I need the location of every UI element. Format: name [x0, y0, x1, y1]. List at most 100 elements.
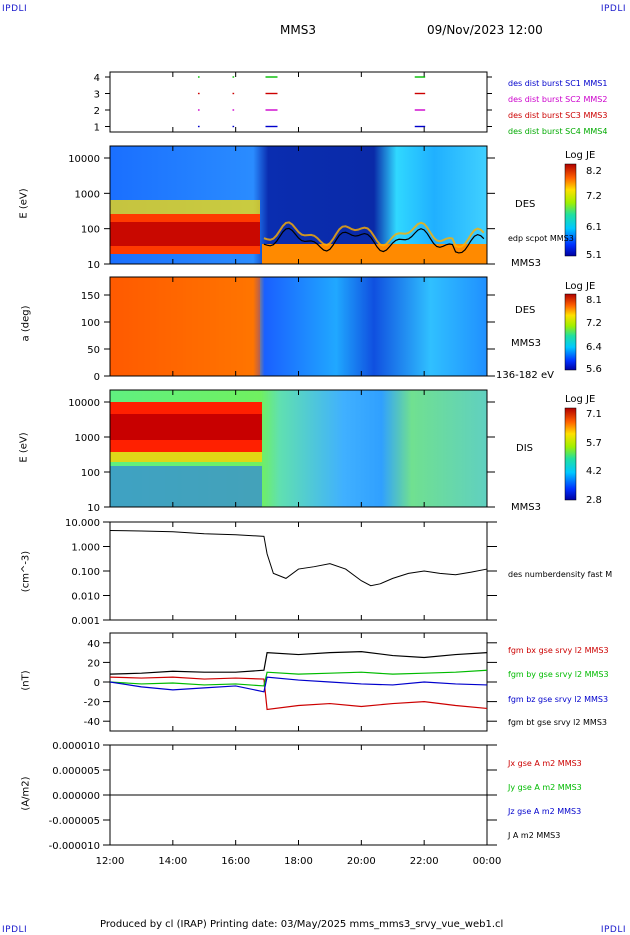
- burst-ytick-label: 3: [94, 90, 100, 101]
- dis-energy-instrument-label: DIS: [516, 443, 533, 454]
- des-pitch-instrument-label: DES: [515, 305, 536, 316]
- corner-tl-label: IPDLI: [2, 4, 28, 14]
- des-pitch-cb-tick-1: 8.1: [586, 295, 602, 306]
- bfield-series-line-1: [109, 669, 488, 687]
- time-tick-label: 14:00: [158, 856, 187, 867]
- bfield-ylabel: (nT): [20, 670, 32, 691]
- time-tick-label: 22:00: [410, 856, 439, 867]
- dis-energy-ytick-label: 10000: [68, 398, 100, 409]
- burst-ytick-label: 4: [94, 73, 100, 84]
- current-ylabel: (A/m2): [20, 776, 32, 811]
- corner-br-label: IPDLI: [600, 925, 626, 935]
- des-energy-cb-tick-1: 8.2: [586, 166, 602, 177]
- time-tick-label: 00:00: [473, 856, 502, 867]
- des-pitch-ytick-label: 50: [87, 345, 100, 356]
- des-energy-scpot-label: edp scpot MMS3: [508, 234, 574, 243]
- des-pitch-cb-tick-4: 5.6: [586, 364, 602, 375]
- bfield-label-bt: fgm bt gse srvy l2 MMS3: [508, 718, 607, 727]
- time-tick-label: 18:00: [284, 856, 313, 867]
- panel-des-pitch-bg: [110, 277, 487, 376]
- bfield-label-by: fgm by gse srvy l2 MMS3: [508, 670, 609, 679]
- current-ytick-label: 0.000010: [52, 741, 100, 752]
- bfield-ytick-label: -40: [84, 717, 100, 728]
- bfield-label-bx: fgm bx gse srvy l2 MMS3: [508, 646, 609, 655]
- bfield-ytick-label: 40: [87, 639, 100, 650]
- dis-energy-cb-tick-1: 7.1: [586, 409, 602, 420]
- time-tick-label: 16:00: [221, 856, 250, 867]
- bfield-series-line-3: [109, 651, 488, 675]
- des-energy-cb-title: Log JE: [565, 150, 596, 161]
- current-ytick-label: 0.000005: [52, 766, 100, 777]
- des-energy-ytick-label: 1000: [75, 189, 100, 200]
- des-energy-ytick-label: 10: [87, 260, 100, 271]
- des-energy-cb-tick-3: 6.1: [586, 222, 602, 233]
- footer-credit: Produced by cl (IRAP) Printing date: 03/…: [100, 919, 504, 930]
- time-tick-label: 12:00: [96, 856, 125, 867]
- density-ytick-label: 0.010: [71, 592, 100, 603]
- des-energy-ytick-label: 10000: [68, 154, 100, 165]
- panel-des-energy-low-band-core: [110, 222, 260, 246]
- colorbar-des-energy: [564, 163, 577, 257]
- bfield-ytick-label: -20: [84, 698, 100, 709]
- burst-ytick-label: 2: [94, 106, 100, 117]
- panel-burst-frame: [109, 71, 488, 133]
- panel-des-energy-low-right: [262, 244, 487, 264]
- corner-tr-label: IPDLI: [600, 4, 626, 14]
- burst-ytick-label: 1: [94, 123, 100, 134]
- des-pitch-sc-label: MMS3: [511, 338, 541, 349]
- density-ytick-label: 10.000: [65, 518, 100, 529]
- des-pitch-ytick-label: 150: [81, 291, 100, 302]
- des-pitch-cb-tick-3: 6.4: [586, 342, 602, 353]
- bfield-ytick-label: 20: [87, 658, 100, 669]
- panel-des-energy-mid-band: [110, 200, 260, 214]
- des-pitch-ytick-label: 0: [94, 372, 100, 383]
- des-pitch-energy-range: 136-182 eV: [496, 370, 554, 381]
- bfield-label-bz: fgm bz gse srvy l2 MMS3: [508, 695, 609, 704]
- datetime-title: 09/Nov/2023 12:00: [427, 23, 543, 37]
- bfield-series-line-0: [109, 676, 488, 711]
- current-label-jz: Jz gse A m2 MMS3: [508, 807, 582, 816]
- bfield-series-line-2: [109, 676, 488, 693]
- des-pitch-ylabel: a (deg): [20, 305, 32, 342]
- des-pitch-cb-tick-2: 7.2: [586, 318, 602, 329]
- dis-energy-ytick-label: 1000: [75, 433, 100, 444]
- current-label-jy: Jy gse A m2 MMS3: [508, 783, 582, 792]
- des-energy-ylabel: E (eV): [18, 188, 30, 219]
- dis-energy-cb-title: Log JE: [565, 394, 596, 405]
- dis-energy-cb-tick-4: 2.8: [586, 495, 602, 506]
- des-energy-cb-tick-4: 5.1: [586, 250, 602, 261]
- burst-label-mms3: des dist burst SC3 MMS3: [508, 111, 608, 120]
- current-ytick-label: 0.000000: [52, 791, 100, 802]
- corner-bl-label: IPDLI: [2, 925, 28, 935]
- density-ytick-label: 0.001: [71, 616, 100, 627]
- density-ytick-label: 0.100: [71, 567, 100, 578]
- panel-dis-energy-warm-band: [110, 452, 262, 462]
- dis-energy-sc-label: MMS3: [511, 502, 541, 513]
- dis-energy-ytick-label: 100: [81, 468, 100, 479]
- density-series-line: [109, 529, 488, 587]
- current-label-j: J A m2 MMS3: [508, 831, 561, 840]
- spacecraft-title: MMS3: [280, 23, 316, 37]
- des-energy-cb-tick-2: 7.2: [586, 191, 602, 202]
- panel-density-frame: [109, 521, 488, 621]
- density-ylabel: (cm^-3): [20, 550, 32, 593]
- des-pitch-cb-title: Log JE: [565, 281, 596, 292]
- des-energy-sc-label: MMS3: [511, 258, 541, 269]
- dis-energy-ytick-label: 10: [87, 503, 100, 514]
- des-energy-yellow-band: [263, 221, 485, 248]
- des-energy-ytick-label: 100: [81, 225, 100, 236]
- bfield-ytick-label: 0: [94, 678, 100, 689]
- current-label-jx: Jx gse A m2 MMS3: [508, 759, 582, 768]
- panel-des-pitch-red-core: [110, 277, 260, 376]
- colorbar-des-pitch: [564, 293, 577, 371]
- des-energy-scpot-line: [263, 227, 485, 254]
- current-ytick-label: -0.000005: [49, 816, 100, 827]
- dis-energy-ylabel: E (eV): [18, 432, 30, 463]
- des-pitch-ytick-label: 100: [81, 318, 100, 329]
- burst-label-mms2: des dist burst SC2 MMS2: [508, 95, 608, 104]
- dis-energy-cb-tick-2: 5.7: [586, 438, 602, 449]
- burst-label-mms1: des dist burst SC1 MMS1: [508, 79, 608, 88]
- panel-dis-energy-hot-core: [110, 414, 262, 440]
- burst-label-mms4: des dist burst SC4 MMS4: [508, 127, 608, 136]
